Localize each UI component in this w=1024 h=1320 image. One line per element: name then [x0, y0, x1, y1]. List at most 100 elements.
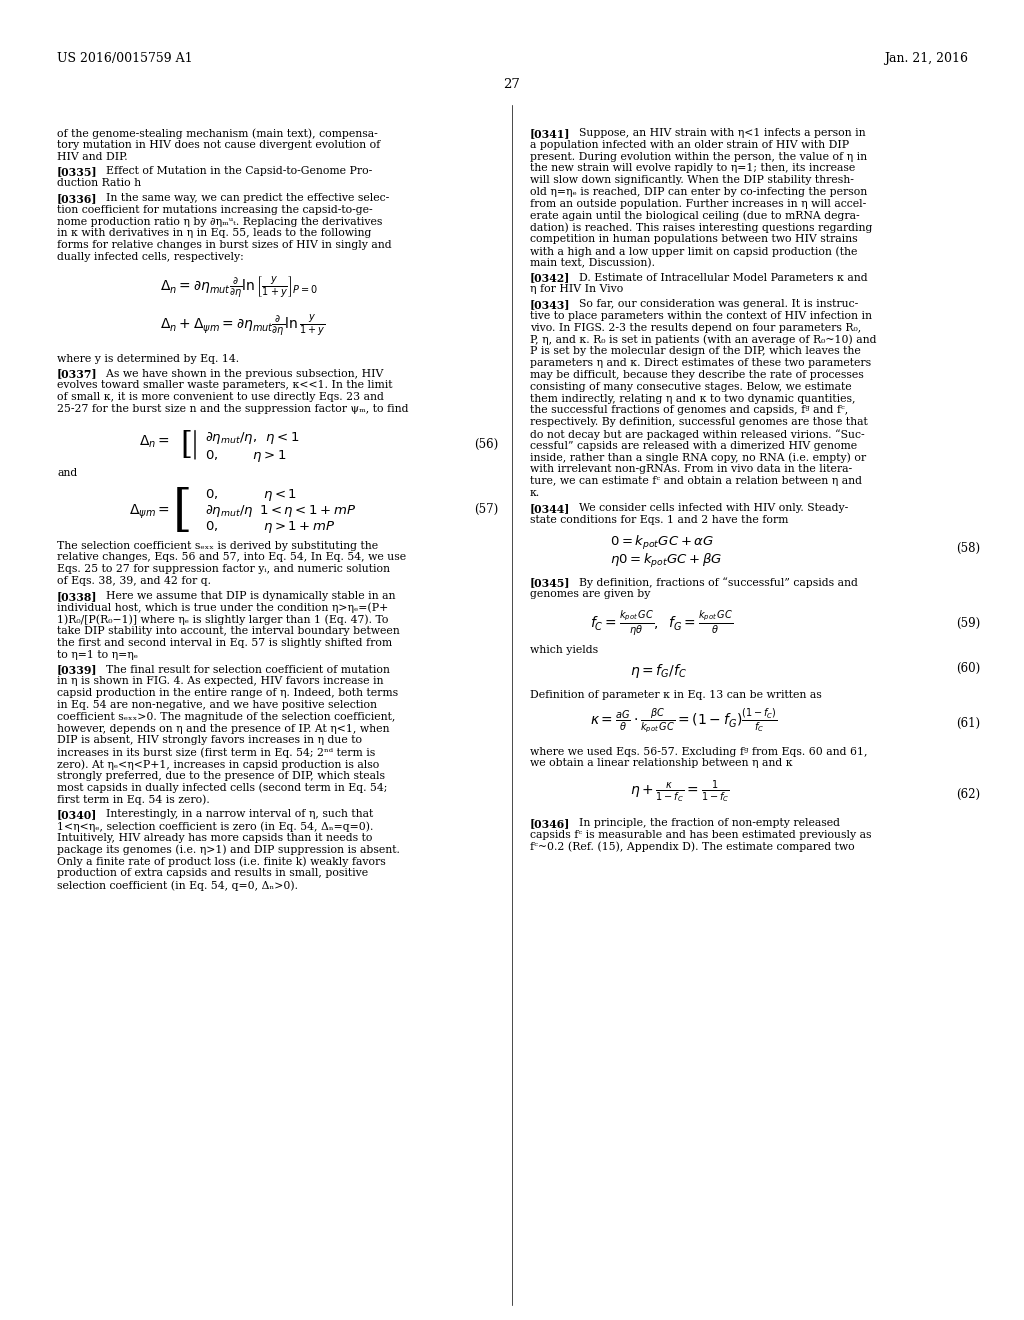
Text: where y is determined by Eq. 14.: where y is determined by Eq. 14. [57, 354, 240, 364]
Text: with irrelevant non-gRNAs. From in vivo data in the litera-: with irrelevant non-gRNAs. From in vivo … [530, 465, 852, 474]
Text: $\eta = f_G/f_C$: $\eta = f_G/f_C$ [630, 661, 687, 680]
Text: erate again until the biological ceiling (due to mRNA degra-: erate again until the biological ceiling… [530, 211, 859, 222]
Text: $\partial\eta_{mut}/\eta,\;\;\eta < 1$: $\partial\eta_{mut}/\eta,\;\;\eta < 1$ [205, 430, 300, 446]
Text: nome production ratio η by ∂ηₘᵘₜ. Replacing the derivatives: nome production ratio η by ∂ηₘᵘₜ. Replac… [57, 216, 382, 227]
Text: the new strain will evolve rapidly to η=1; then, its increase: the new strain will evolve rapidly to η=… [530, 164, 855, 173]
Text: parameters η and κ. Direct estimates of these two parameters: parameters η and κ. Direct estimates of … [530, 358, 871, 368]
Text: κ.: κ. [530, 488, 541, 498]
Text: (58): (58) [955, 543, 980, 556]
Text: zero). At ηₑ<η<P+1, increases in capsid production is also: zero). At ηₑ<η<P+1, increases in capsid … [57, 759, 379, 770]
Text: strongly preferred, due to the presence of DIP, which steals: strongly preferred, due to the presence … [57, 771, 385, 781]
Text: which yields: which yields [530, 645, 598, 655]
Text: 1)R₀/[P(R₀−1)] where ηₑ is slightly larger than 1 (Eq. 47). To: 1)R₀/[P(R₀−1)] where ηₑ is slightly larg… [57, 614, 388, 624]
Text: genomes are given by: genomes are given by [530, 589, 650, 599]
Text: $\partial\eta_{mut}/\eta\;\;1 < \eta < 1 + mP$: $\partial\eta_{mut}/\eta\;\;1 < \eta < 1… [205, 503, 356, 519]
Text: 1<η<ηₑ, selection coefficient is zero (in Eq. 54, Δₙ=q=0).: 1<η<ηₑ, selection coefficient is zero (i… [57, 821, 374, 832]
Text: a population infected with an older strain of HIV with DIP: a population infected with an older stra… [530, 140, 849, 149]
Text: In principle, the fraction of non-empty released: In principle, the fraction of non-empty … [572, 818, 840, 828]
Text: Interestingly, in a narrow interval of η, such that: Interestingly, in a narrow interval of η… [99, 809, 374, 820]
Text: D. Estimate of Intracellular Model Parameters κ and: D. Estimate of Intracellular Model Param… [572, 273, 867, 282]
Text: $0,\;\;\;\;\;\;\;\;\;\;\;\;\eta > 1 + mP$: $0,\;\;\;\;\;\;\;\;\;\;\;\;\eta > 1 + mP… [205, 519, 336, 535]
Text: coefficient sₑₓₓ>0. The magnitude of the selection coefficient,: coefficient sₑₓₓ>0. The magnitude of the… [57, 711, 395, 722]
Text: of small κ, it is more convenient to use directly Eqs. 23 and: of small κ, it is more convenient to use… [57, 392, 384, 403]
Text: 25-27 for the burst size n and the suppression factor ψₘ, to find: 25-27 for the burst size n and the suppr… [57, 404, 409, 414]
Text: may be difficult, because they describe the rate of processes: may be difficult, because they describe … [530, 370, 864, 380]
Text: $0,\;\;\;\;\;\;\;\;\;\;\;\;\eta < 1$: $0,\;\;\;\;\;\;\;\;\;\;\;\;\eta < 1$ [205, 487, 297, 503]
Text: the first and second interval in Eq. 57 is slightly shifted from: the first and second interval in Eq. 57 … [57, 638, 392, 648]
Text: capsids fᶜ is measurable and has been estimated previously as: capsids fᶜ is measurable and has been es… [530, 830, 871, 840]
Text: Only a finite rate of product loss (i.e. finite k) weakly favors: Only a finite rate of product loss (i.e.… [57, 857, 386, 867]
Text: [0336]: [0336] [57, 193, 97, 205]
Text: relative changes, Eqs. 56 and 57, into Eq. 54, In Eq. 54, we use: relative changes, Eqs. 56 and 57, into E… [57, 552, 407, 562]
Text: first term in Eq. 54 is zero).: first term in Eq. 54 is zero). [57, 795, 210, 805]
Text: P is set by the molecular design of the DIP, which leaves the: P is set by the molecular design of the … [530, 346, 861, 356]
Text: $0,\;\;\;\;\;\;\;\;\;\eta > 1$: $0,\;\;\;\;\;\;\;\;\;\eta > 1$ [205, 447, 287, 463]
Text: [0345]: [0345] [530, 577, 570, 589]
Text: (62): (62) [955, 788, 980, 801]
Text: [0339]: [0339] [57, 664, 97, 676]
Text: ture, we can estimate fᶜ and obtain a relation between η and: ture, we can estimate fᶜ and obtain a re… [530, 477, 862, 486]
Text: vivo. In FIGS. 2-3 the results depend on four parameters R₀,: vivo. In FIGS. 2-3 the results depend on… [530, 323, 861, 333]
Text: main text, Discussion).: main text, Discussion). [530, 257, 655, 268]
Text: $\kappa = \frac{aG}{\theta}\cdot\frac{\beta C}{k_{pot}\,GC} = (1-f_G)\frac{(1-f_: $\kappa = \frac{aG}{\theta}\cdot\frac{\b… [590, 706, 777, 735]
Text: of the genome-stealing mechanism (main text), compensa-: of the genome-stealing mechanism (main t… [57, 128, 378, 139]
Text: [0344]: [0344] [530, 503, 570, 513]
Text: $\Delta_n =$: $\Delta_n =$ [139, 434, 170, 450]
Text: take DIP stability into account, the interval boundary between: take DIP stability into account, the int… [57, 626, 399, 636]
Text: $\eta + \frac{\kappa}{1-f_C} = \frac{1}{1-f_C}$: $\eta + \frac{\kappa}{1-f_C} = \frac{1}{… [630, 779, 730, 805]
Text: US 2016/0015759 A1: US 2016/0015759 A1 [57, 51, 193, 65]
Text: [0346]: [0346] [530, 818, 570, 829]
Text: evolves toward smaller waste parameters, κ<<1. In the limit: evolves toward smaller waste parameters,… [57, 380, 392, 391]
Text: in κ with derivatives in η in Eq. 55, leads to the following: in κ with derivatives in η in Eq. 55, le… [57, 228, 372, 239]
Text: with a high and a low upper limit on capsid production (the: with a high and a low upper limit on cap… [530, 246, 857, 256]
Text: present. During evolution within the person, the value of η in: present. During evolution within the per… [530, 152, 867, 161]
Text: Eqs. 25 to 27 for suppression factor yᵢ, and numeric solution: Eqs. 25 to 27 for suppression factor yᵢ,… [57, 564, 390, 574]
Text: selection coefficient (in Eq. 54, q=0, Δₙ>0).: selection coefficient (in Eq. 54, q=0, Δ… [57, 880, 298, 891]
Text: [0341]: [0341] [530, 128, 570, 139]
Text: Effect of Mutation in the Capsid-to-Genome Pro-: Effect of Mutation in the Capsid-to-Geno… [99, 166, 373, 177]
Text: we obtain a linear relationship between η and κ: we obtain a linear relationship between … [530, 759, 793, 768]
Text: (56): (56) [474, 438, 498, 451]
Text: [: [ [172, 487, 193, 536]
Text: consisting of many consecutive stages. Below, we estimate: consisting of many consecutive stages. B… [530, 381, 852, 392]
Text: In the same way, we can predict the effective selec-: In the same way, we can predict the effe… [99, 193, 389, 203]
Text: tory mutation in HIV does not cause divergent evolution of: tory mutation in HIV does not cause dive… [57, 140, 380, 149]
Text: [0338]: [0338] [57, 591, 97, 602]
Text: forms for relative changes in burst sizes of HIV in singly and: forms for relative changes in burst size… [57, 240, 391, 251]
Text: dually infected cells, respectively:: dually infected cells, respectively: [57, 252, 244, 261]
Text: $\Delta_{\psi m} =$: $\Delta_{\psi m} =$ [129, 503, 170, 521]
Text: them indirectly, relating η and κ to two dynamic quantities,: them indirectly, relating η and κ to two… [530, 393, 855, 404]
Text: $0 = k_{pot}GC + \alpha G$: $0 = k_{pot}GC + \alpha G$ [610, 535, 714, 552]
Text: (61): (61) [955, 717, 980, 730]
Text: η for HIV In Vivo: η for HIV In Vivo [530, 284, 624, 294]
Text: $\Delta_n + \Delta_{\psi m} = \partial\eta_{mut}\frac{\partial}{\partial\eta}\ln: $\Delta_n + \Delta_{\psi m} = \partial\e… [160, 312, 326, 338]
Text: in η is shown in FIG. 4. As expected, HIV favors increase in: in η is shown in FIG. 4. As expected, HI… [57, 676, 384, 686]
Text: Jan. 21, 2016: Jan. 21, 2016 [884, 51, 968, 65]
Text: however, depends on η and the presence of IP. At η<1, when: however, depends on η and the presence o… [57, 723, 389, 734]
Text: Suppose, an HIV strain with η<1 infects a person in: Suppose, an HIV strain with η<1 infects … [572, 128, 865, 139]
Text: dation) is reached. This raises interesting questions regarding: dation) is reached. This raises interest… [530, 222, 872, 232]
Text: in Eq. 54 are non-negative, and we have positive selection: in Eq. 54 are non-negative, and we have … [57, 700, 377, 710]
Text: state conditions for Eqs. 1 and 2 have the form: state conditions for Eqs. 1 and 2 have t… [530, 515, 788, 524]
Text: do not decay but are packaged within released virions. “Suc-: do not decay but are packaged within rel… [530, 429, 864, 440]
Text: increases in its burst size (first term in Eq. 54; 2ⁿᵈ term is: increases in its burst size (first term … [57, 747, 375, 758]
Text: [0337]: [0337] [57, 368, 97, 380]
Text: Definition of parameter κ in Eq. 13 can be written as: Definition of parameter κ in Eq. 13 can … [530, 690, 821, 700]
Text: [0342]: [0342] [530, 273, 570, 284]
Text: (57): (57) [474, 503, 498, 516]
Text: capsid production in the entire range of η. Indeed, both terms: capsid production in the entire range of… [57, 688, 398, 698]
Text: fᶜ~0.2 (Ref. (15), Appendix D). The estimate compared two: fᶜ~0.2 (Ref. (15), Appendix D). The esti… [530, 842, 855, 853]
Text: [0343]: [0343] [530, 300, 570, 310]
Text: We consider cells infected with HIV only. Steady-: We consider cells infected with HIV only… [572, 503, 848, 512]
Text: By definition, fractions of “successful” capsids and: By definition, fractions of “successful”… [572, 577, 858, 589]
Text: As we have shown in the previous subsection, HIV: As we have shown in the previous subsect… [99, 368, 383, 379]
Text: [0335]: [0335] [57, 166, 97, 177]
Text: tive to place parameters within the context of HIV infection in: tive to place parameters within the cont… [530, 312, 872, 321]
Text: (59): (59) [955, 616, 980, 630]
Text: The final result for selection coefficient of mutation: The final result for selection coefficie… [99, 664, 390, 675]
Text: cessful” capsids are released with a dimerized HIV genome: cessful” capsids are released with a dim… [530, 441, 857, 451]
Text: $\eta 0 = k_{pot}GC + \beta G$: $\eta 0 = k_{pot}GC + \beta G$ [610, 552, 722, 570]
Text: DIP is absent, HIV strongly favors increases in η due to: DIP is absent, HIV strongly favors incre… [57, 735, 362, 746]
Text: will slow down significantly. When the DIP stability thresh-: will slow down significantly. When the D… [530, 176, 854, 185]
Text: $\Delta_n = \partial\eta_{mut}\frac{\partial}{\partial\eta}\ln\left[\frac{y}{1+y: $\Delta_n = \partial\eta_{mut}\frac{\par… [160, 273, 318, 300]
